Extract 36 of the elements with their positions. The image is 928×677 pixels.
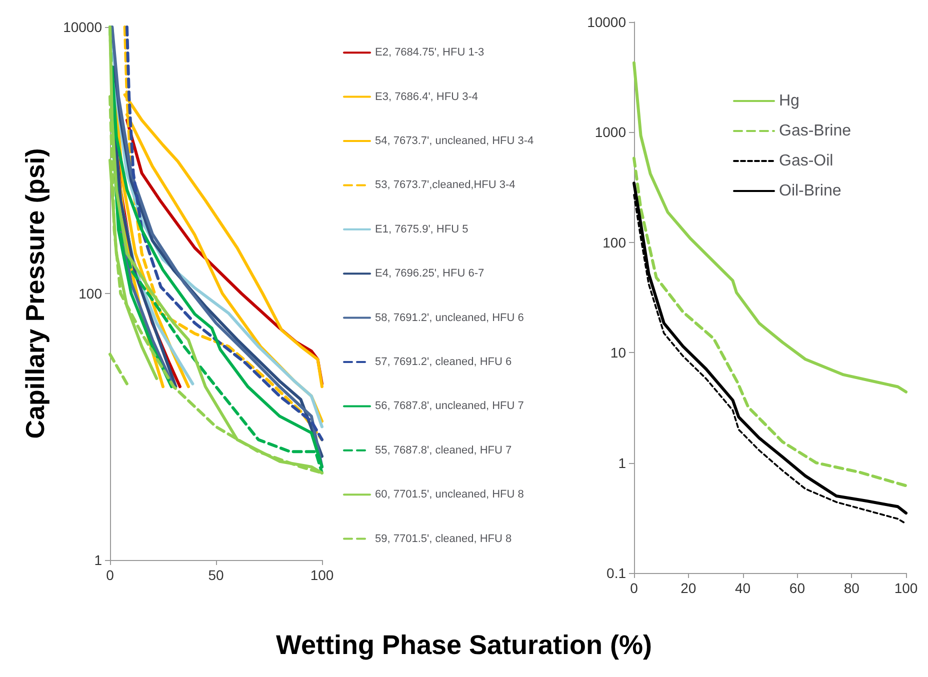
legend-label: Gas-Brine: [779, 122, 852, 140]
legend-label: 57, 7691.2', cleaned, HFU 6: [375, 356, 512, 368]
legend-label: 56, 7687.8', uncleaned, HFU 7: [375, 400, 524, 412]
x-tick-label: 0: [106, 567, 114, 583]
y-tick-label: 10: [610, 344, 626, 361]
x-tick-label: 60: [789, 580, 806, 596]
y-tick-label: 10000: [587, 14, 626, 30]
x-tick-label: 0: [630, 580, 638, 596]
legend-label: 55, 7687.8', cleaned, HFU 7: [375, 444, 512, 456]
legend-label: 60, 7701.5', uncleaned, HFU 8: [375, 488, 524, 501]
x-tick-label: 20: [680, 580, 696, 596]
y-tick-label: 1: [94, 552, 102, 568]
legend-label: Gas-Oil: [779, 152, 834, 170]
x-tick-label: 100: [310, 567, 334, 583]
legend-label: 58, 7691.2', uncleaned, HFU 6: [375, 312, 524, 324]
legend-label: E4, 7696.25', HFU 6-7: [375, 268, 484, 280]
x-tick-label: 80: [844, 580, 860, 596]
y-tick-label: 1000: [594, 124, 626, 140]
legend-label: 54, 7673.7', uncleaned, HFU 3-4: [375, 135, 534, 147]
x-axis-title: Wetting Phase Saturation (%): [274, 630, 654, 661]
y-tick-label: 100: [78, 286, 102, 302]
legend-label: Hg: [779, 92, 800, 110]
y-axis-title: Capillary Pressure (psi): [20, 148, 50, 439]
x-tick-label: 50: [208, 567, 224, 583]
x-tick-label: 100: [894, 580, 918, 596]
y-tick-label: 100: [602, 234, 626, 250]
legend-label: 59, 7701.5', cleaned, HFU 8: [375, 532, 512, 545]
y-tick-label: 0.1: [606, 565, 626, 581]
y-tick-label: 10000: [63, 19, 102, 35]
legend-label: 53, 7673.7',cleaned,HFU 3-4: [375, 179, 516, 192]
x-tick-label: 40: [735, 580, 751, 596]
y-tick-label: 1: [618, 454, 626, 471]
legend-label: E2, 7684.75', HFU 1-3: [375, 46, 484, 59]
legend-label: Oil-Brine: [779, 182, 842, 200]
legend-label: E1, 7675.9', HFU 5: [375, 223, 468, 236]
legend-label: E3, 7686.4', HFU 3-4: [375, 90, 478, 103]
